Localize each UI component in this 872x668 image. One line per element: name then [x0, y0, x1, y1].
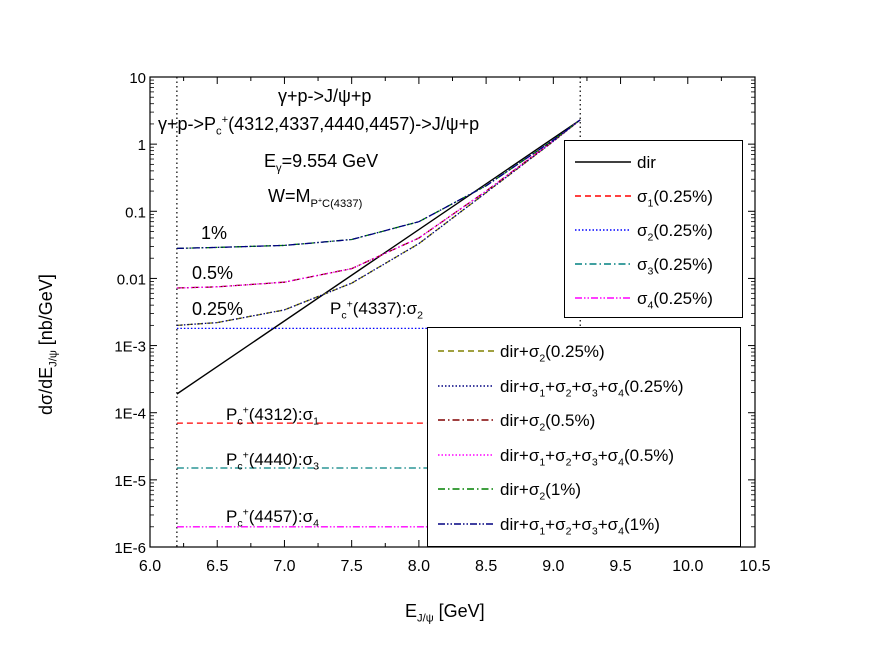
- legend1-swatch-1: [575, 195, 631, 197]
- legend1-label-1: σ1(0.25%): [637, 187, 713, 210]
- series-line-5: [176, 119, 581, 327]
- reaction-pentaquark-label: γ+p->Pc+(4312,4337,4440,4457)->J/ψ+p: [158, 114, 480, 138]
- y-tick-label-4: 0.01: [117, 271, 146, 288]
- legend2-swatch-0: [438, 350, 494, 352]
- legend1-swatch-2: [575, 229, 631, 231]
- legend2-entry-5: dir+σ1+σ2+σ3+σ4(1%): [428, 513, 738, 537]
- legend2-entry-1: dir+σ1+σ2+σ3+σ4(0.25%): [428, 375, 738, 399]
- legend1-entry-3: σ3(0.25%): [565, 253, 740, 277]
- legend1-entry-1: σ1(0.25%): [565, 185, 740, 209]
- percent-1-label: 1%: [201, 223, 228, 243]
- legend2-swatch-1: [438, 384, 494, 387]
- sigma2-label: Pc+(4337):σ2: [330, 298, 423, 322]
- x-tick-label-7: 9.5: [609, 558, 631, 575]
- y-tick-label-7: 10: [129, 70, 146, 87]
- x-tick-label-5: 8.5: [475, 558, 497, 575]
- sigma3-label: Pc+(4440):σ3: [226, 449, 319, 473]
- x-tick-label-6: 9.0: [542, 558, 564, 575]
- y-tick-label-0: 1E-6: [114, 540, 146, 557]
- legend1-label-4: σ4(0.25%): [637, 289, 713, 312]
- y-axis-title: dσ/dEJ/ψ [nb/GeV]: [36, 274, 60, 415]
- series-line-7: [176, 119, 581, 289]
- legend1-label-2: σ2(0.25%): [637, 221, 713, 244]
- legend2-label-5: dir+σ1+σ2+σ3+σ4(1%): [500, 514, 660, 537]
- legend2-label-1: dir+σ1+σ2+σ3+σ4(0.25%): [500, 376, 684, 399]
- y-tick-label-6: 1: [138, 137, 146, 154]
- legend2-entry-3: dir+σ1+σ2+σ3+σ4(0.5%): [428, 444, 738, 468]
- x-tick-label-2: 7.0: [273, 558, 295, 575]
- w-mass-label: W=MP+C(4337): [268, 186, 363, 210]
- percent-05-label: 0.5%: [192, 263, 234, 283]
- y-tick-label-2: 1E-4: [114, 406, 146, 423]
- sigma4-label: Pc+(4457):σ4: [226, 506, 319, 530]
- legend-combined-contributions: dir+σ2(0.25%) dir+σ1+σ2+σ3+σ4(0.25%) dir+σ…: [427, 327, 741, 547]
- legend2-label-3: dir+σ1+σ2+σ3+σ4(0.5%): [500, 445, 675, 468]
- photon-energy-label: Eγ=9.554 GeV: [264, 151, 379, 175]
- legend1-swatch-3: [575, 263, 631, 265]
- x-tick-label-4: 8.0: [408, 558, 430, 575]
- y-tick-label-3: 1E-3: [114, 339, 146, 356]
- legend2-swatch-5: [438, 522, 494, 525]
- series-line-8: [176, 119, 581, 289]
- percent-025-label: 0.25%: [192, 299, 244, 319]
- legend1-swatch-0: [575, 161, 631, 163]
- legend2-label-0: dir+σ2(0.25%): [500, 342, 605, 365]
- legend2-label-4: dir+σ2(1%): [500, 480, 582, 503]
- y-tick-label-5: 0.1: [125, 204, 146, 221]
- legend1-entry-2: σ2(0.25%): [565, 219, 740, 243]
- legend2-swatch-2: [438, 419, 494, 421]
- reaction-direct-label: γ+p->J/ψ+p: [278, 86, 372, 106]
- legend2-entry-2: dir+σ2(0.5%): [428, 409, 738, 433]
- legend1-entry-0: dir: [565, 151, 740, 175]
- x-tick-label-9: 10.5: [739, 558, 770, 575]
- legend1-label-0: dir: [637, 153, 656, 172]
- x-tick-label-8: 10.0: [672, 558, 703, 575]
- legend2-swatch-3: [438, 453, 494, 456]
- series-line-6: [176, 119, 581, 327]
- x-axis-title: EJ/ψ [GeV]: [405, 601, 485, 625]
- x-tick-label-3: 7.5: [341, 558, 363, 575]
- x-tick-label-1: 6.5: [206, 558, 228, 575]
- legend1-swatch-4: [575, 297, 631, 299]
- legend2-entry-4: dir+σ2(1%): [428, 478, 738, 502]
- legend2-label-2: dir+σ2(0.5%): [500, 411, 596, 434]
- legend1-label-3: σ3(0.25%): [637, 255, 713, 278]
- series-line-9: [176, 119, 581, 250]
- legend2-swatch-4: [438, 488, 494, 490]
- series-line-10: [176, 119, 581, 250]
- x-tick-label-0: 6.0: [139, 558, 161, 575]
- legend-single-contributions: dir σ1(0.25%) σ2(0.25%) σ3(0.25%) σ4(0.25%): [564, 140, 743, 318]
- legend2-entry-0: dir+σ2(0.25%): [428, 340, 738, 364]
- sigma1-label: Pc+(4312):σ1: [226, 404, 319, 428]
- y-tick-label-1: 1E-5: [114, 473, 146, 490]
- legend1-entry-4: σ4(0.25%): [565, 287, 740, 311]
